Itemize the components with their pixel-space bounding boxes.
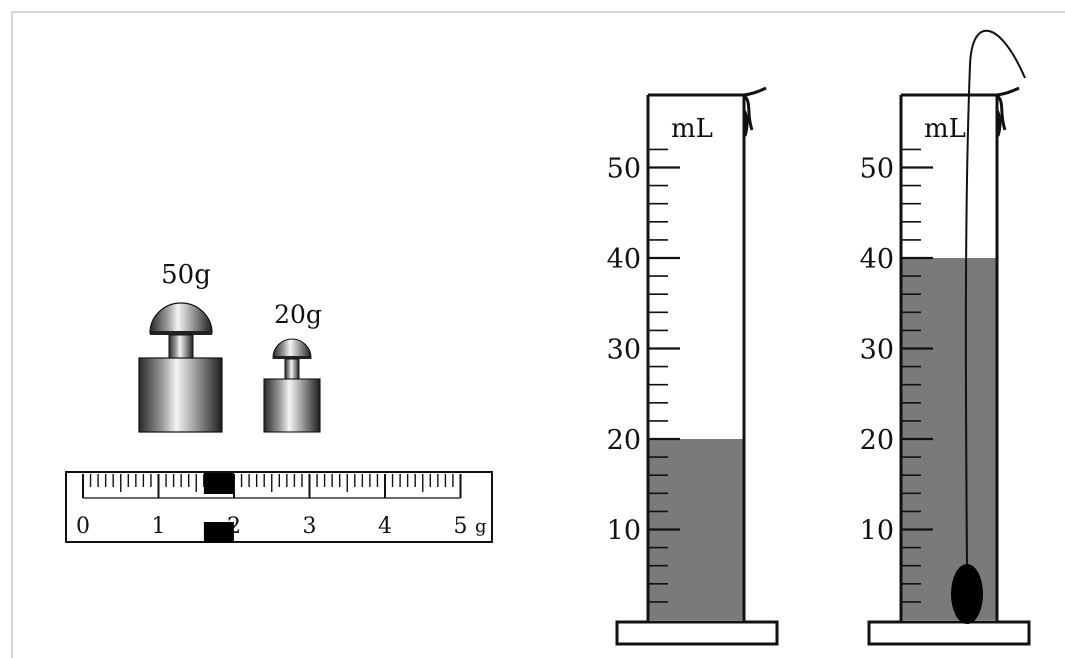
cylinder-2-unit-label: mL [924,114,966,144]
rider-tick-label-5: 5 [454,514,468,539]
cylinder-2-spout [995,86,1020,137]
rider-scale-ticks [82,474,462,499]
rider-tick-label-0: 0 [76,514,90,539]
weight-20g-neck [284,358,300,380]
weight-20g-knob [272,338,312,359]
cylinder-2-scale-labels: 10 20 30 40 50 [860,154,894,547]
rider-tick-label-4: 4 [378,514,392,539]
cylinder-1-graduations [648,148,680,603]
cylinder-2-tick-label-10: 10 [860,516,894,547]
rider-scale: 0 1 2 3 4 5 g [65,471,493,543]
cylinder-1-walls [646,95,746,622]
cylinder-1-tick-label-40: 40 [607,244,641,275]
weight-20g-label: 20g [274,300,322,329]
cylinder-2-walls [899,95,999,622]
weight-50g-body [138,357,223,433]
cylinder-2-graduations [901,148,933,603]
weight-50g-knob-rim [150,331,212,335]
cylinder-1-tick-label-20: 20 [607,425,641,456]
weight-20g-knob-rim [273,356,311,359]
weight-20g: 20g [263,300,322,433]
weight-50g-knob [149,302,213,334]
rider-tick-label-1: 1 [152,514,166,539]
object-stone [951,564,983,624]
cylinder-1-tick-label-30: 30 [607,335,641,366]
cylinder-1-base [615,620,779,646]
cylinder-1-spout [742,86,767,137]
cylinder-1-tick-label-50: 50 [607,154,641,185]
cylinder-2-tick-label-50: 50 [860,154,894,185]
measuring-cylinder-2: mL 10 20 30 40 50 [860,30,1031,646]
cylinder-2-tick-label-40: 40 [860,244,894,275]
cylinder-2-tick-label-30: 30 [860,335,894,366]
weight-50g-label: 50g [161,260,211,290]
suspension-thread [964,30,1026,571]
submerged-object [951,30,1026,624]
cylinder-1-tick-label-10: 10 [607,516,641,547]
measuring-cylinder-1: mL 10 20 30 40 50 [607,86,779,646]
weight-50g: 50g [138,260,223,433]
cylinder-2-tick-label-20: 20 [860,425,894,456]
weight-50g-neck [168,334,194,359]
rider-tick-label-3: 3 [303,514,317,539]
rider-scale-unit: g [475,516,487,537]
rider-marker-top [203,473,234,494]
cylinder-1-unit-label: mL [671,114,713,144]
cylinder-2-base [867,620,1031,646]
cylinder-1-scale-labels: 10 20 30 40 50 [607,154,641,547]
weight-20g-body [263,378,321,433]
rider-marker-bottom [203,522,234,543]
